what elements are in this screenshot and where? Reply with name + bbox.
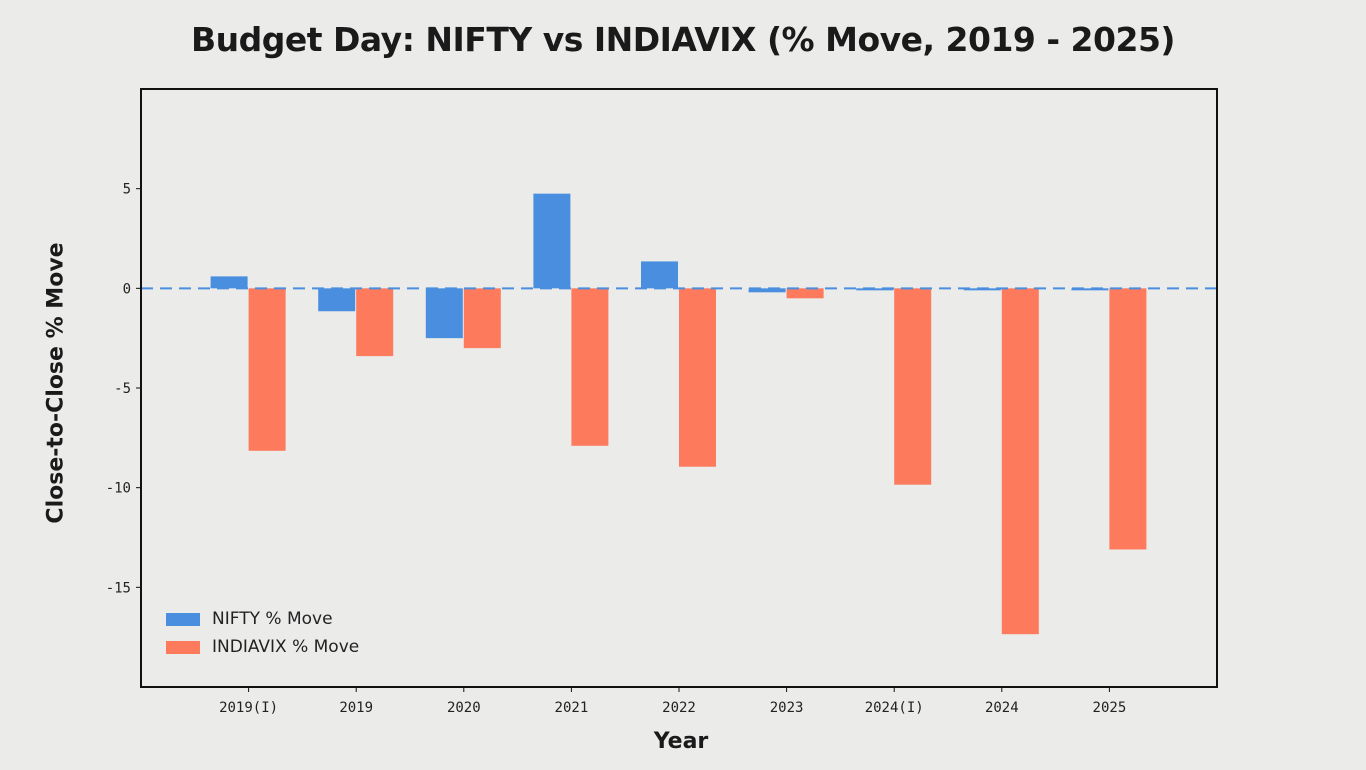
x-tick-label: 2020	[447, 700, 481, 716]
bar-indiavix-2019	[356, 288, 394, 357]
legend-swatch-nifty	[166, 612, 200, 626]
y-tick-label: -15	[106, 580, 131, 596]
x-tick-label: 2024(I)	[865, 700, 924, 716]
bar-nifty-2020	[425, 288, 463, 339]
legend: NIFTY % Move INDIAVIX % Move	[166, 605, 359, 661]
x-tick-label: 2022	[662, 700, 696, 716]
legend-label-indiavix: INDIAVIX % Move	[212, 637, 360, 657]
x-tick-label: 2019(I)	[219, 700, 278, 716]
x-tick-label: 2023	[770, 700, 804, 716]
y-tick-label: -10	[106, 481, 131, 497]
bar-nifty-2022	[641, 261, 678, 289]
y-tick-label: 0	[123, 281, 131, 297]
bar-indiavix-2024	[1001, 288, 1039, 635]
bar-indiavix-2022	[679, 288, 716, 467]
x-tick-label: 2021	[555, 700, 589, 716]
bar-indiavix-2020	[463, 288, 501, 349]
bar-nifty-2025	[1071, 288, 1109, 291]
legend-item-indiavix: INDIAVIX % Move	[166, 633, 359, 661]
y-tick-label: 5	[123, 182, 131, 198]
x-tick-label: 2024	[985, 700, 1019, 716]
bar-nifty-2019	[318, 288, 356, 312]
legend-label-nifty: NIFTY % Move	[212, 609, 333, 629]
legend-swatch-indiavix	[166, 640, 200, 654]
y-tick-label: -5	[114, 381, 131, 397]
legend-item-nifty: NIFTY % Move	[166, 605, 359, 633]
x-tick-label: 2025	[1093, 700, 1127, 716]
bar-nifty-2019(I)	[210, 276, 248, 289]
chart-title: Budget Day: NIFTY vs INDIAVIX (% Move, 2…	[191, 20, 1175, 59]
bar-indiavix-2023	[786, 288, 824, 299]
bar-nifty-2021	[533, 193, 571, 289]
bar-indiavix-2021	[571, 288, 609, 446]
bar-indiavix-2025	[1109, 288, 1147, 550]
x-tick-label: 2019	[339, 700, 373, 716]
bar-indiavix-2019(I)	[248, 288, 286, 451]
bar-nifty-2023	[748, 288, 786, 293]
bar-indiavix-2024(I)	[894, 288, 932, 485]
x-axis-label: Year	[653, 729, 709, 754]
